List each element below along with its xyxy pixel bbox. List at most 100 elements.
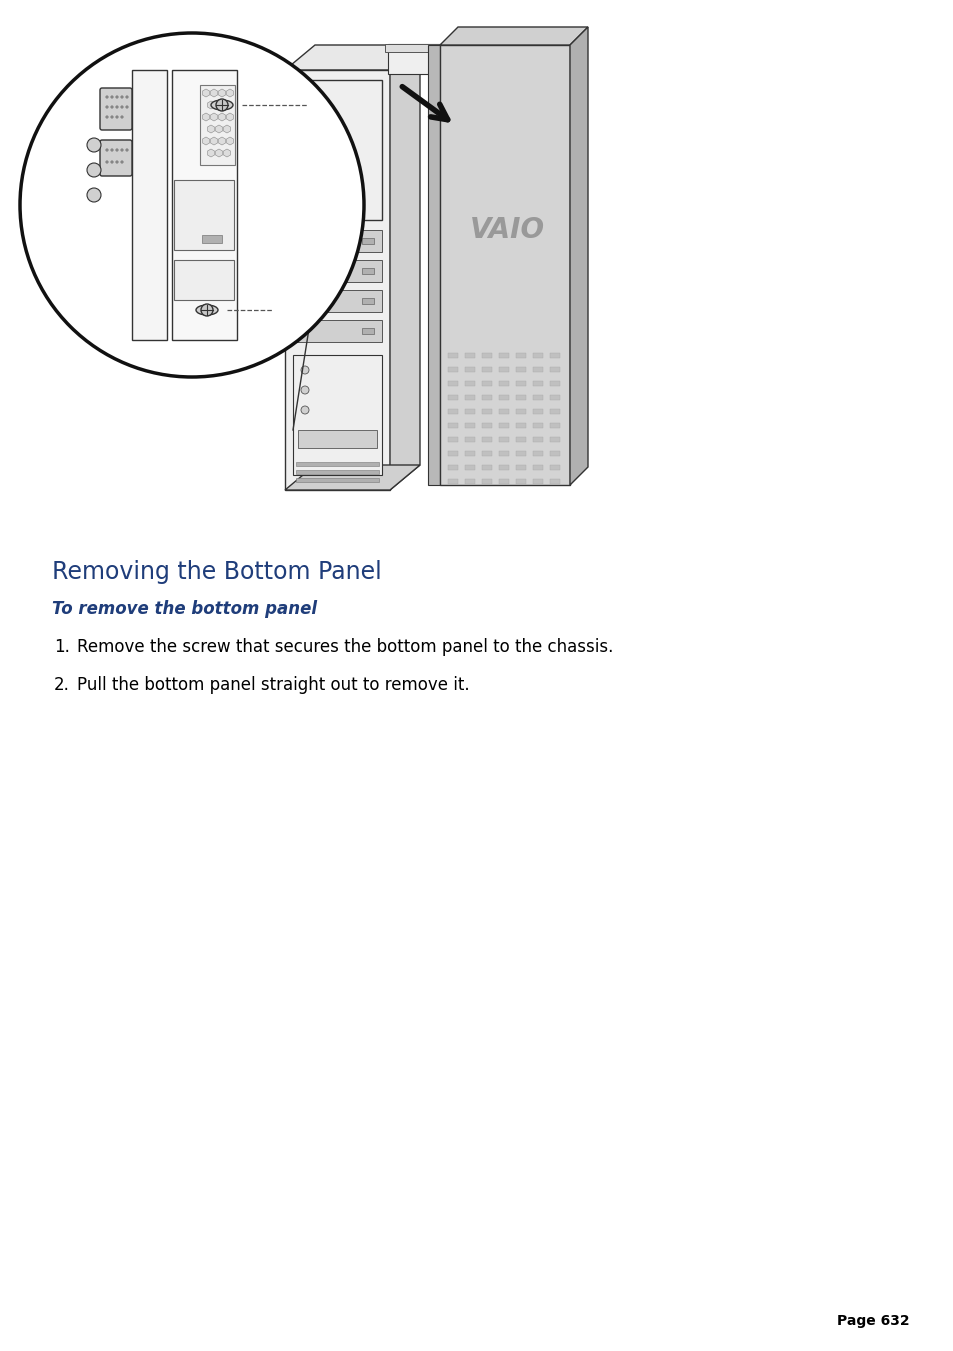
Bar (516, 436, 525, 442)
Text: Pull the bottom panel straight out to remove it.: Pull the bottom panel straight out to re… (77, 676, 469, 694)
Bar (448, 409, 457, 413)
Bar (448, 367, 457, 372)
Circle shape (126, 149, 128, 151)
Bar (293, 355, 381, 476)
Circle shape (115, 96, 118, 99)
Circle shape (106, 116, 109, 119)
Bar (481, 381, 492, 386)
Text: 1.: 1. (54, 638, 70, 657)
Bar (516, 381, 525, 386)
Bar (297, 430, 376, 449)
Circle shape (115, 161, 118, 163)
Bar (498, 465, 509, 470)
Bar (448, 381, 457, 386)
Bar (498, 409, 509, 413)
Bar (498, 367, 509, 372)
Bar (498, 394, 509, 400)
Bar (516, 480, 525, 484)
FancyBboxPatch shape (100, 141, 132, 176)
Bar (550, 381, 559, 386)
Bar (550, 480, 559, 484)
Bar (481, 367, 492, 372)
Bar (132, 70, 167, 340)
Circle shape (106, 105, 109, 108)
Bar (533, 465, 542, 470)
Bar (481, 409, 492, 413)
Bar (464, 367, 475, 372)
Circle shape (87, 138, 101, 153)
Bar (448, 465, 457, 470)
FancyBboxPatch shape (294, 134, 314, 163)
Bar (464, 436, 475, 442)
Bar (516, 353, 525, 358)
Circle shape (87, 188, 101, 203)
Circle shape (121, 149, 123, 151)
Bar (464, 409, 475, 413)
Circle shape (87, 163, 101, 177)
Circle shape (106, 161, 109, 163)
Polygon shape (439, 27, 587, 45)
Bar (533, 436, 542, 442)
Bar (448, 436, 457, 442)
Text: Page 632: Page 632 (837, 1315, 909, 1328)
Bar (202, 235, 222, 243)
Bar (498, 480, 509, 484)
Bar (173, 259, 233, 300)
Circle shape (111, 149, 113, 151)
Text: Removing the Bottom Panel: Removing the Bottom Panel (52, 561, 381, 584)
Bar (295, 478, 378, 482)
Bar (498, 451, 509, 457)
Bar (173, 180, 233, 250)
Bar (448, 394, 457, 400)
Circle shape (115, 105, 118, 108)
Circle shape (121, 96, 123, 99)
Polygon shape (390, 45, 419, 490)
Bar (464, 353, 475, 358)
Text: 2.: 2. (54, 676, 70, 694)
Circle shape (111, 96, 113, 99)
Bar (448, 451, 457, 457)
Ellipse shape (215, 99, 228, 111)
FancyBboxPatch shape (294, 89, 314, 119)
Circle shape (115, 149, 118, 151)
Bar (361, 238, 374, 245)
Circle shape (121, 116, 123, 119)
Bar (498, 381, 509, 386)
Bar (481, 436, 492, 442)
Circle shape (111, 105, 113, 108)
Circle shape (111, 161, 113, 163)
Bar (481, 480, 492, 484)
Bar (448, 353, 457, 358)
Bar (464, 465, 475, 470)
Bar (361, 299, 374, 304)
Bar (516, 394, 525, 400)
Bar (293, 259, 381, 282)
Circle shape (106, 96, 109, 99)
Bar (550, 409, 559, 413)
Circle shape (126, 105, 128, 108)
Bar (533, 423, 542, 428)
Bar (533, 451, 542, 457)
Bar (293, 290, 381, 312)
Bar (293, 80, 381, 220)
Circle shape (121, 105, 123, 108)
Bar (293, 320, 381, 342)
Bar (464, 451, 475, 457)
Bar (533, 367, 542, 372)
Bar (550, 436, 559, 442)
Circle shape (121, 161, 123, 163)
Text: Remove the screw that secures the bottom panel to the chassis.: Remove the screw that secures the bottom… (77, 638, 613, 657)
Text: VAIO: VAIO (470, 216, 544, 243)
Circle shape (106, 149, 109, 151)
Bar (388, 45, 442, 74)
Circle shape (126, 96, 128, 99)
Bar (464, 394, 475, 400)
Bar (533, 409, 542, 413)
Bar (533, 381, 542, 386)
Bar (550, 451, 559, 457)
Bar (516, 465, 525, 470)
Bar (481, 423, 492, 428)
Bar (516, 451, 525, 457)
Polygon shape (285, 465, 419, 490)
Bar (533, 394, 542, 400)
